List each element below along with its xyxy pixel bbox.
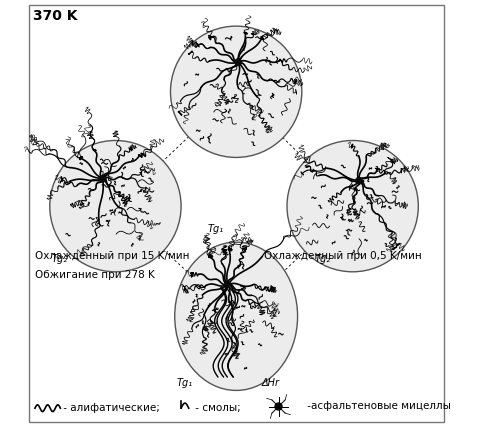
Text: - смолы;: - смолы; [192,403,241,413]
Circle shape [99,175,106,182]
Circle shape [235,59,242,66]
Text: ΔHr: ΔHr [261,378,280,388]
Text: Tg₁: Tg₁ [207,224,224,235]
Text: Охлажденный при 15 K/мин: Охлажденный при 15 K/мин [35,251,189,261]
Ellipse shape [50,141,181,272]
Text: 370 K: 370 K [33,9,77,23]
Circle shape [274,402,283,411]
Circle shape [224,281,231,288]
Text: Tg₂: Tg₂ [52,255,68,264]
Text: Обжигание при 278 K: Обжигание при 278 K [35,270,155,280]
Ellipse shape [175,242,298,391]
Text: Tg₁: Tg₁ [177,378,193,388]
Text: Охлажденный при 0,5 K/мин: Охлажденный при 0,5 K/мин [264,251,422,261]
Text: Tg₂: Tg₂ [315,255,331,264]
Circle shape [355,177,363,184]
Text: - алифатические;: - алифатические; [60,403,160,413]
Text: -асфальтеновые мицеллы: -асфальтеновые мицеллы [304,402,451,411]
Ellipse shape [287,141,418,272]
Ellipse shape [170,26,302,157]
